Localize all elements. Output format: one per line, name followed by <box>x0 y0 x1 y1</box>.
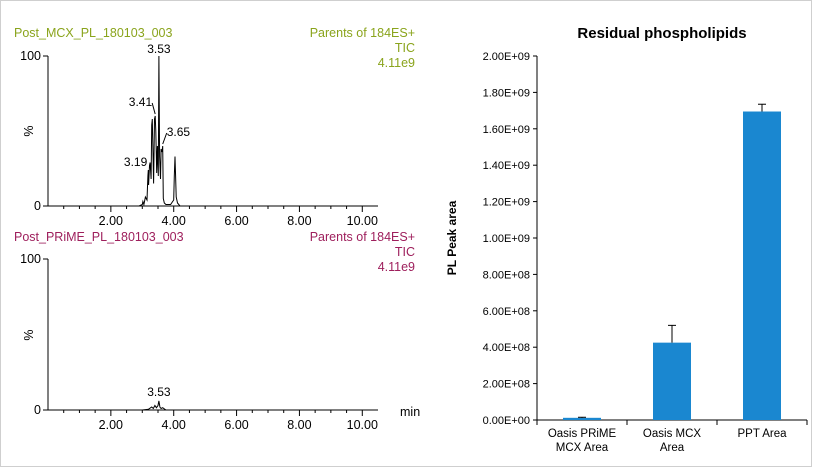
scale-label: 4.11e9 <box>378 56 415 70</box>
y-tick-label: 1.40E+09 <box>483 160 530 172</box>
x-tick-label: MCX Area <box>556 442 609 454</box>
trace-line <box>48 55 378 207</box>
bar <box>563 417 601 420</box>
y-tick-label: 0 <box>34 403 41 417</box>
sample-name: Post_MCX_PL_180103_003 <box>14 26 173 40</box>
trace-label: TIC <box>395 245 415 259</box>
y-tick-label: 2.00E+09 <box>483 51 530 63</box>
x-tick-label: 8.00 <box>287 418 311 432</box>
axes: 0 100 2.00 4.00 6.00 8.00 10.00 <box>20 252 378 432</box>
x-tick-label: 6.00 <box>224 418 248 432</box>
chromatogram-mcx: Post_MCX_PL_180103_003 Parents of 184ES+… <box>14 26 415 228</box>
x-tick-label: 2.00 <box>99 214 123 228</box>
bar <box>743 111 781 420</box>
x-tick-label: 2.00 <box>99 418 123 432</box>
bars <box>563 103 781 420</box>
function-label: Parents of 184ES+ <box>310 230 415 244</box>
peak-labels: 3.53 3.41 3.19 3.65 <box>124 42 190 169</box>
peak-leader <box>162 132 168 145</box>
y-tick-label: 0.00E+00 <box>483 415 530 427</box>
x-tick-label: PPT Area <box>737 428 787 440</box>
chart-title: Residual phospholipids <box>577 25 746 42</box>
y-tick-label: 4.00E+08 <box>483 342 530 354</box>
peak-labels: 3.53 <box>147 385 171 399</box>
y-tick-label: 1.00E+09 <box>483 233 530 245</box>
chromatogram-prime: Post_PRiME_PL_180103_003 Parents of 184E… <box>14 230 420 432</box>
peak-label: 3.41 <box>129 95 153 109</box>
y-axis-label: % <box>22 125 36 136</box>
axes: 0.00E+00 2.00E+08 4.00E+08 6.00E+08 8.00E+08… <box>483 51 808 454</box>
bar-chart: Residual phospholipids PL Peak area 0.00… <box>445 25 808 454</box>
scale-label: 4.11e9 <box>378 260 415 274</box>
y-axis-label: PL Peak area <box>445 200 459 275</box>
bar <box>653 342 691 420</box>
sample-name: Post_PRiME_PL_180103_003 <box>14 230 184 244</box>
y-tick-label: 0 <box>34 199 41 213</box>
peak-label: 3.65 <box>167 125 191 139</box>
y-tick-label: 1.60E+09 <box>483 124 530 136</box>
y-tick-label: 1.20E+09 <box>483 197 530 209</box>
peak-label: 3.53 <box>147 385 171 399</box>
x-tick-label: 8.00 <box>287 214 311 228</box>
trace-line <box>48 400 378 411</box>
x-tick-label: Oasis MCX <box>643 428 701 440</box>
peak-leader <box>151 102 156 115</box>
y-tick-label: 100 <box>20 252 41 266</box>
axes: 0 100 2.00 4.00 6.00 8.00 10.00 <box>20 49 378 228</box>
y-axis-label: % <box>22 329 36 340</box>
x-tick-label: 10.00 <box>347 418 378 432</box>
peak-label: 3.19 <box>124 155 148 169</box>
y-tick-label: 6.00E+08 <box>483 306 530 318</box>
trace-label: TIC <box>395 41 415 55</box>
x-tick-label: 10.00 <box>347 214 378 228</box>
x-tick-label: 6.00 <box>224 214 248 228</box>
y-tick-label: 1.80E+09 <box>483 87 530 99</box>
y-tick-label: 8.00E+08 <box>483 269 530 281</box>
x-axis-label: min <box>400 405 420 419</box>
x-tick-label: 4.00 <box>162 214 186 228</box>
y-tick-label: 100 <box>20 49 41 63</box>
peak-label: 3.53 <box>147 42 171 56</box>
trace <box>48 400 378 411</box>
x-tick-label: Area <box>660 442 685 454</box>
function-label: Parents of 184ES+ <box>310 26 415 40</box>
y-tick-label: 2.00E+08 <box>483 379 530 391</box>
trace <box>48 55 378 207</box>
x-tick-label: Oasis PRiME <box>548 428 617 440</box>
x-tick-label: 4.00 <box>162 418 186 432</box>
